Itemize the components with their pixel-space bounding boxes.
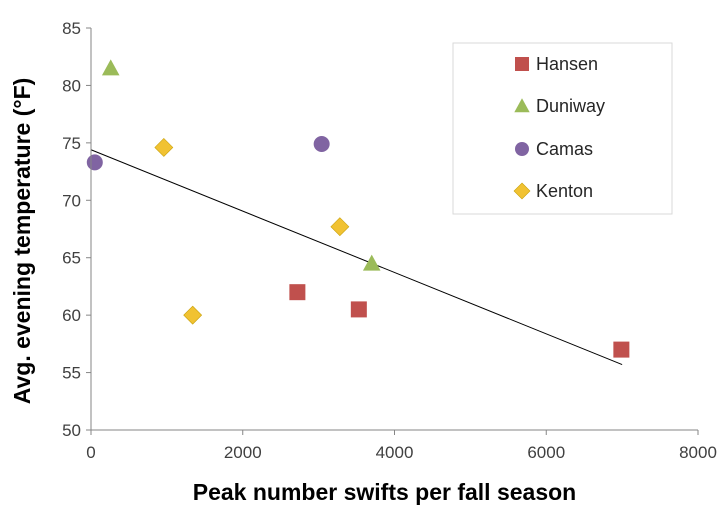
legend-marker-kenton (513, 182, 531, 200)
data-point-hansen (613, 341, 630, 358)
x-tick-label: 6000 (527, 443, 565, 462)
y-axis-title: Avg. evening temperature (°F) (9, 78, 35, 405)
data-point-kenton (154, 138, 174, 157)
legend-marker-hansen (515, 57, 529, 71)
data-point-camas (313, 136, 330, 153)
y-tick-label: 75 (62, 134, 81, 153)
legend-label-duniway: Duniway (536, 96, 605, 116)
data-point-hansen (350, 301, 367, 318)
data-point-duniway (362, 254, 381, 271)
data-point-kenton (330, 217, 350, 237)
y-tick-label: 80 (62, 76, 81, 95)
x-tick-label: 0 (86, 443, 95, 462)
legend-label-camas: Camas (536, 139, 593, 159)
y-tick-label: 85 (62, 19, 81, 38)
trendline (90, 149, 623, 365)
y-tick-label: 50 (62, 421, 81, 440)
legend-label-hansen: Hansen (536, 54, 598, 74)
y-tick-label: 70 (62, 191, 81, 210)
legend-marker-duniway (514, 98, 530, 113)
data-point-kenton (183, 305, 203, 325)
legend-label-kenton: Kenton (536, 181, 593, 201)
x-tick-label: 8000 (679, 443, 717, 462)
plot-area (86, 59, 630, 365)
y-tick-label: 60 (62, 306, 81, 325)
data-point-hansen (289, 284, 306, 301)
legend: Hansen Duniway Camas Kenton (452, 42, 673, 215)
x-tick-label: 2000 (224, 443, 262, 462)
data-point-camas (86, 154, 103, 171)
axes: 50 55 60 65 70 75 80 85 0 2000 4000 6000 8000 Peak nu… (9, 19, 717, 505)
x-axis-title: Peak number swifts per fall season (193, 479, 576, 505)
x-tick-label: 4000 (376, 443, 414, 462)
data-point-duniway (101, 59, 120, 76)
legend-box (452, 42, 673, 215)
legend-marker-camas (515, 142, 529, 156)
y-tick-label: 65 (62, 249, 81, 268)
y-tick-label: 55 (62, 364, 81, 383)
